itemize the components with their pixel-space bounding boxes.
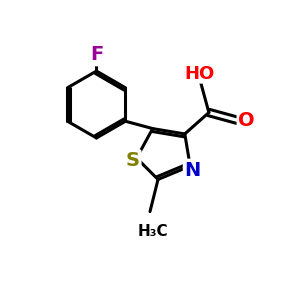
Text: N: N: [185, 160, 201, 180]
Text: HO: HO: [184, 65, 214, 83]
Text: H₃C: H₃C: [137, 224, 168, 238]
Text: O: O: [238, 111, 254, 130]
Text: F: F: [90, 46, 103, 64]
Text: S: S: [126, 151, 140, 170]
